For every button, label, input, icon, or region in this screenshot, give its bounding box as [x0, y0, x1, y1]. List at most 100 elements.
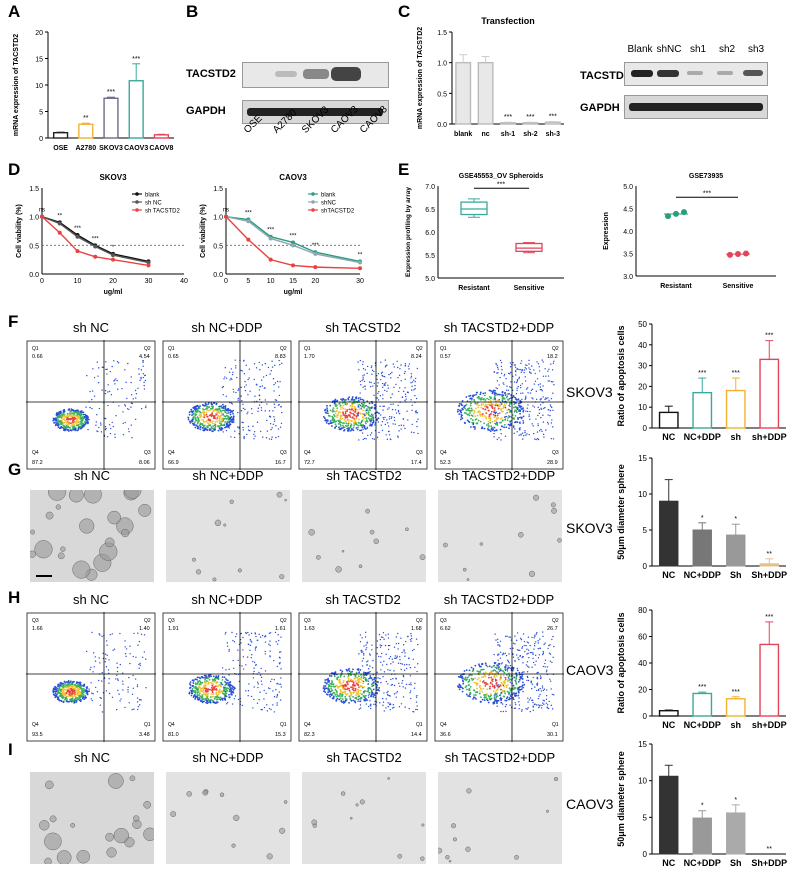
- sphere: [34, 540, 53, 559]
- event-dot: [397, 642, 400, 645]
- event-dot: [395, 636, 398, 638]
- event-dot: [473, 681, 476, 684]
- data-point: [146, 263, 151, 268]
- event-dot: [221, 676, 224, 679]
- event-dot: [232, 659, 234, 662]
- event-dot: [520, 416, 522, 418]
- event-dot: [68, 693, 70, 696]
- event-dot: [552, 426, 554, 428]
- panel-c-western-blot: Blank shNC sh1 sh2 sh3 TACSTD2 GAPDH: [578, 40, 788, 120]
- event-dot: [493, 702, 496, 704]
- event-dot: [57, 420, 60, 423]
- event-dot: [528, 414, 530, 416]
- event-dot: [394, 409, 397, 411]
- event-dot: [264, 410, 266, 412]
- event-dot: [258, 394, 261, 396]
- event-dot: [500, 365, 503, 368]
- event-dot: [58, 691, 61, 694]
- event-dot: [124, 369, 126, 371]
- event-dot: [352, 399, 355, 402]
- event-dot: [517, 405, 520, 407]
- event-dot: [105, 361, 107, 363]
- event-dot: [253, 438, 255, 440]
- event-dot: [365, 647, 368, 649]
- event-dot: [539, 388, 542, 391]
- event-dot: [212, 675, 215, 678]
- event-dot: [207, 676, 210, 679]
- event-dot: [224, 690, 226, 693]
- event-dot: [518, 428, 521, 430]
- event-dot: [514, 428, 516, 430]
- event-dot: [529, 710, 532, 713]
- event-dot: [476, 422, 479, 424]
- event-dot: [269, 650, 271, 652]
- event-dot: [512, 406, 515, 409]
- event-dot: [486, 665, 489, 668]
- event-dot: [55, 422, 58, 424]
- event-dot: [380, 669, 382, 671]
- event-dot: [496, 380, 499, 382]
- event-dot: [514, 687, 517, 689]
- event-dot: [514, 402, 517, 404]
- event-dot: [370, 688, 372, 690]
- event-dot: [244, 408, 246, 411]
- event-dot: [327, 691, 330, 694]
- event-dot: [253, 433, 255, 436]
- event-dot: [274, 382, 277, 384]
- event-dot: [201, 423, 204, 425]
- event-dot: [532, 432, 535, 435]
- event-dot: [404, 687, 407, 689]
- event-dot: [387, 702, 389, 704]
- event-dot: [223, 676, 226, 679]
- event-dot: [502, 710, 505, 713]
- event-dot: [523, 434, 525, 437]
- event-dot: [499, 376, 501, 379]
- event-dot: [199, 416, 202, 419]
- event-dot: [101, 680, 103, 682]
- event-dot: [398, 430, 400, 432]
- event-dot: [360, 425, 363, 427]
- event-dot: [224, 404, 227, 407]
- event-dot: [339, 417, 342, 420]
- event-dot: [339, 690, 342, 692]
- event-dot: [493, 669, 496, 671]
- event-dot: [371, 649, 373, 651]
- event-dot: [204, 697, 207, 700]
- event-dot: [498, 404, 501, 406]
- event-dot: [399, 656, 401, 658]
- event-dot: [502, 681, 505, 683]
- event-dot: [213, 697, 216, 700]
- event-dot: [496, 365, 498, 367]
- event-dot: [489, 421, 492, 424]
- event-dot: [499, 678, 501, 681]
- blot-b-row2-label: GAPDH: [186, 105, 226, 117]
- event-dot: [196, 422, 199, 425]
- bar: [52, 131, 69, 139]
- event-dot: [403, 669, 406, 671]
- event-dot: [65, 697, 67, 700]
- event-dot: [341, 694, 343, 697]
- quadrant-value: 1.61: [275, 626, 286, 632]
- event-dot: [202, 419, 205, 421]
- x-tick-label: 40: [180, 278, 188, 285]
- event-dot: [77, 420, 80, 423]
- event-dot: [228, 418, 231, 420]
- event-dot: [222, 417, 225, 420]
- event-dot: [269, 644, 271, 647]
- event-dot: [201, 694, 204, 696]
- event-dot: [338, 420, 340, 423]
- event-dot: [348, 396, 351, 399]
- event-dot: [376, 436, 379, 439]
- event-dot: [207, 698, 209, 700]
- event-dot: [57, 419, 59, 421]
- event-dot: [535, 438, 537, 441]
- event-dot: [218, 405, 221, 408]
- event-dot: [474, 428, 476, 430]
- event-dot: [470, 417, 472, 420]
- event-dot: [339, 676, 342, 678]
- event-dot: [507, 372, 510, 375]
- event-dot: [326, 404, 328, 407]
- event-dot: [529, 392, 532, 394]
- event-dot: [373, 404, 376, 407]
- event-dot: [96, 690, 99, 693]
